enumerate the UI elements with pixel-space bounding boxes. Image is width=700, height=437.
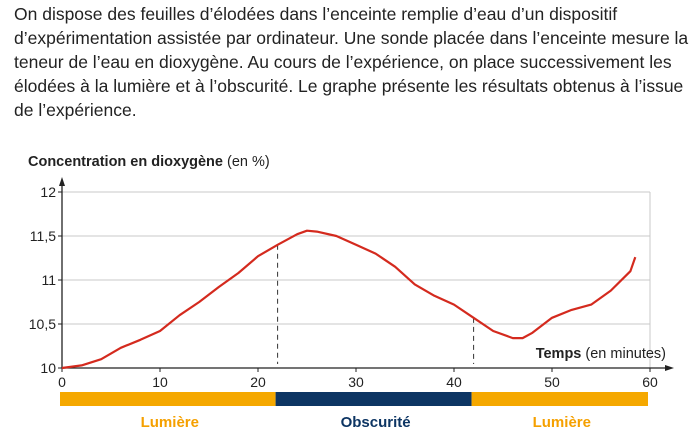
x-tick-label: 50 <box>544 374 560 390</box>
x-tick-label: 0 <box>58 374 66 390</box>
grid <box>62 191 651 368</box>
x-tick-label: 60 <box>642 374 658 390</box>
x-tick-label: 40 <box>446 374 462 390</box>
y-tick-label: 11,5 <box>30 228 56 244</box>
intro-paragraph: On dispose des feuilles d’élodées dans l… <box>14 4 689 120</box>
phase-bar <box>60 392 276 406</box>
x-axis-arrow <box>665 365 674 371</box>
y-tick-label: 10,5 <box>29 316 56 332</box>
axes <box>59 177 674 371</box>
y-axis-label: Concentration en dioxygène (en %) <box>28 154 270 170</box>
x-tick-label: 20 <box>250 374 266 390</box>
y-tick-label: 12 <box>40 184 56 200</box>
y-tick-label: 11 <box>41 272 56 288</box>
x-axis-label: Temps (en minutes) <box>536 346 666 362</box>
phase-bars: Lumière Obscurité Lumière <box>60 392 648 431</box>
series-line <box>61 229 637 370</box>
phase-label: Lumière <box>141 414 199 431</box>
phase-label: Lumière <box>533 414 591 431</box>
phase-markers <box>277 244 475 364</box>
x-tick-label: 30 <box>348 374 364 390</box>
x-tick-label: 10 <box>152 374 168 390</box>
phase-bar <box>275 392 472 406</box>
phase-label: Obscurité <box>341 414 411 431</box>
phase-bar <box>471 392 648 406</box>
y-tick-label: 10 <box>40 360 56 376</box>
y-axis-arrow <box>59 177 65 186</box>
